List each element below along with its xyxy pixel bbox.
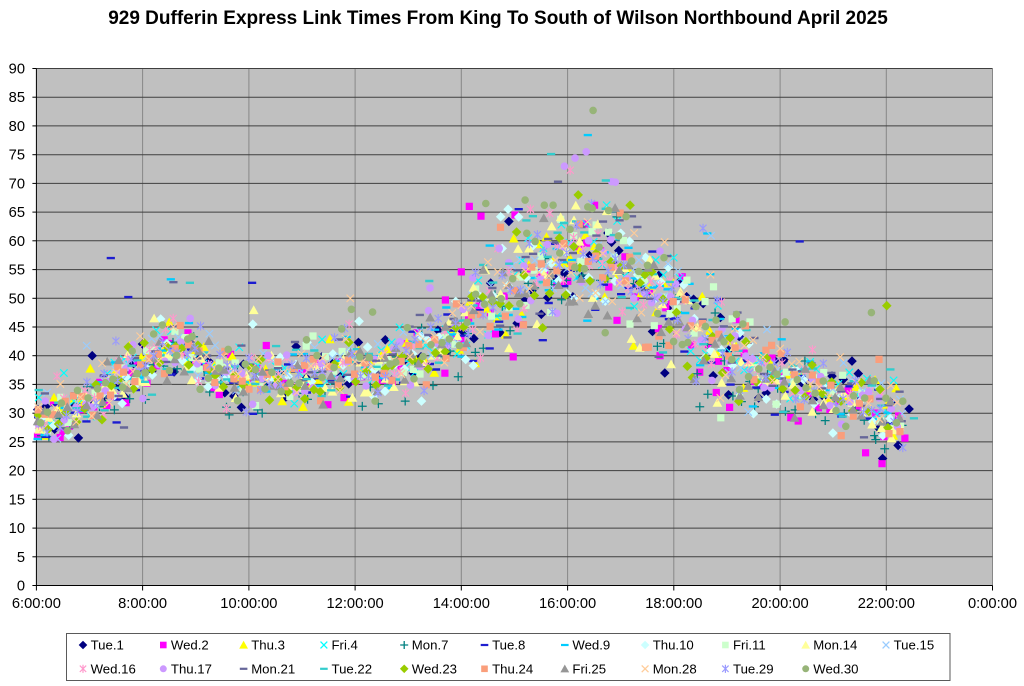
svg-text:50: 50 [9,291,25,307]
svg-text:55: 55 [9,263,25,279]
svg-text:75: 75 [9,148,25,164]
svg-text:Tue.29: Tue.29 [733,662,774,677]
svg-text:Thu.24: Thu.24 [492,662,533,677]
svg-text:18:00:00: 18:00:00 [645,596,702,612]
svg-text:14:00:00: 14:00:00 [433,596,490,612]
svg-text:40: 40 [9,349,25,365]
svg-text:6:00:00: 6:00:00 [12,596,61,612]
svg-text:Thu.10: Thu.10 [653,638,694,653]
svg-text:Thu.17: Thu.17 [171,662,212,677]
svg-text:80: 80 [9,119,25,135]
svg-text:Thu.3: Thu.3 [251,638,285,653]
svg-text:16:00:00: 16:00:00 [539,596,596,612]
svg-text:Wed.2: Wed.2 [171,638,209,653]
svg-text:Wed.16: Wed.16 [91,662,136,677]
svg-text:10:00:00: 10:00:00 [220,596,277,612]
svg-text:Mon.28: Mon.28 [653,662,697,677]
svg-text:15: 15 [9,492,25,508]
svg-text:Wed.23: Wed.23 [412,662,457,677]
svg-text:8:00:00: 8:00:00 [118,596,167,612]
svg-text:30: 30 [9,406,25,422]
svg-text:70: 70 [9,176,25,192]
svg-text:85: 85 [9,90,25,106]
svg-text:Tue.1: Tue.1 [91,638,124,653]
svg-text:Wed.30: Wed.30 [813,662,858,677]
svg-text:22:00:00: 22:00:00 [858,596,915,612]
svg-text:Tue.15: Tue.15 [894,638,935,653]
svg-text:10: 10 [9,521,25,537]
svg-text:Fri.11: Fri.11 [733,638,766,653]
svg-text:45: 45 [9,320,25,336]
svg-text:0: 0 [17,579,25,595]
svg-text:20: 20 [9,464,25,480]
svg-text:Mon.7: Mon.7 [412,638,449,653]
svg-text:35: 35 [9,377,25,393]
svg-text:12:00:00: 12:00:00 [327,596,384,612]
svg-text:90: 90 [9,62,25,78]
svg-text:Fri.25: Fri.25 [572,662,606,677]
svg-text:Mon.14: Mon.14 [813,638,857,653]
svg-text:Fri.4: Fri.4 [332,638,358,653]
svg-text:Mon.21: Mon.21 [251,662,295,677]
svg-text:60: 60 [9,234,25,250]
svg-text:Wed.9: Wed.9 [572,638,610,653]
svg-text:Tue.8: Tue.8 [492,638,525,653]
svg-text:0:00:00: 0:00:00 [968,596,1017,612]
svg-text:65: 65 [9,205,25,221]
svg-text:929 Dufferin Express Link Time: 929 Dufferin Express Link Times From Kin… [108,8,888,29]
svg-text:25: 25 [9,435,25,451]
svg-text:Tue.22: Tue.22 [332,662,373,677]
svg-text:5: 5 [17,550,25,566]
svg-text:20:00:00: 20:00:00 [752,596,809,612]
